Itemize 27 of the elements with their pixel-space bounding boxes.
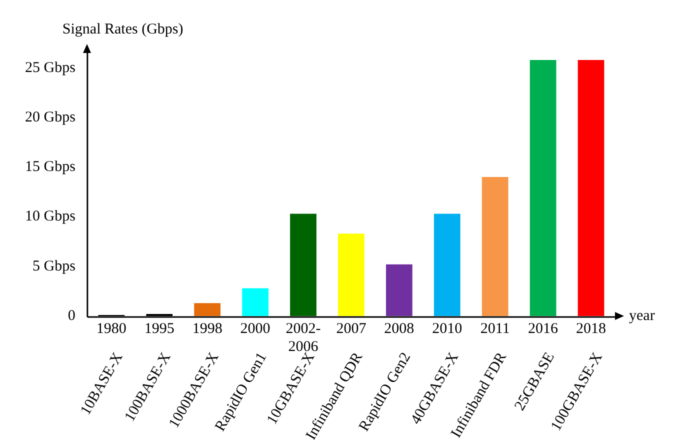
x-tick-label: 1998 [192, 320, 222, 337]
x-tick-label: 2000 [240, 320, 270, 337]
x-tick-label: 2010 [432, 320, 462, 337]
x-tick-label: 2011 [480, 320, 510, 337]
x-tick-label: 1980 [96, 320, 126, 337]
y-tick-label: 10 Gbps [25, 208, 76, 225]
bar [482, 177, 508, 316]
y-tick-label: 20 Gbps [25, 109, 76, 126]
y-tick-label: 5 Gbps [32, 258, 76, 274]
y-axis-title: Signal Rates (Gbps) [62, 21, 184, 38]
x-tick-label: 1995 [144, 320, 174, 337]
bar [578, 60, 604, 316]
x-tick-label: 2016 [528, 320, 559, 337]
x-axis-title: year [629, 308, 655, 324]
y-tick-label: 0 [68, 308, 76, 324]
bar [290, 214, 316, 316]
x-tick-label: 2018 [576, 320, 606, 337]
y-tick-label: 15 Gbps [25, 159, 76, 176]
bar [242, 288, 268, 316]
x-tick-label: 2008 [384, 320, 414, 337]
bar [338, 234, 364, 316]
bar [434, 214, 460, 316]
x-tick-label: 2007 [336, 320, 367, 337]
bar [194, 303, 221, 316]
y-tick-label: 25 Gbps [25, 60, 76, 76]
bar [386, 264, 412, 316]
bar [530, 60, 556, 316]
